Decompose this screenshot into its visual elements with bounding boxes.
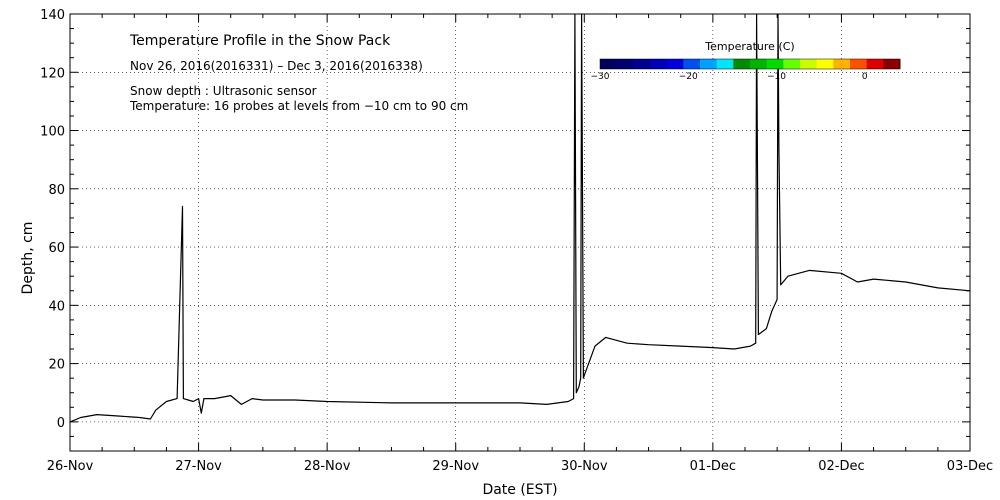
x-tick-label: 26-Nov [47, 459, 94, 474]
colorbar-cell [650, 59, 668, 69]
chart-subtitle: Nov 26, 2016(2016331) – Dec 3, 2016(2016… [130, 59, 423, 73]
colorbar-ticks: −30 −20 −10 0 [591, 72, 868, 82]
colorbar-label: Temperature (C) [704, 40, 794, 53]
colorbar-cell [750, 59, 768, 69]
colorbar-cell [833, 59, 851, 69]
y-tick-label: 60 [48, 241, 65, 256]
colorbar-cell [600, 59, 618, 69]
colorbar-cell [716, 59, 734, 69]
colorbar-cell [616, 59, 634, 69]
chart-title: Temperature Profile in the Snow Pack [129, 33, 391, 49]
colorbar-cell [700, 59, 718, 69]
axis-ticks [69, 13, 971, 452]
y-tick-label: 100 [40, 125, 65, 140]
colorbar-cell [633, 59, 651, 69]
colorbar-tick-label: −20 [679, 72, 698, 82]
x-tick-label: 01-Dec [690, 459, 736, 474]
plot-frame [69, 13, 971, 452]
y-tick-label: 20 [48, 358, 65, 373]
x-tick-label: 03-Dec [947, 459, 993, 474]
colorbar-tick-label: 0 [862, 72, 868, 82]
x-axis-label: Date (EST) [482, 482, 557, 498]
colorbar-cell [800, 59, 818, 69]
x-tick-label: 02-Dec [818, 459, 864, 474]
y-tick-label: 80 [48, 183, 65, 198]
x-tick-labels: 26-Nov 27-Nov 28-Nov 29-Nov 30-Nov 01-Dec 02-D… [47, 459, 994, 474]
colorbar-cell [850, 59, 868, 69]
note-snow-depth: Snow depth : Ultrasonic sensor [130, 84, 317, 98]
y-tick-label: 0 [57, 416, 65, 431]
series-layer [69, 13, 971, 423]
grid [70, 14, 970, 451]
x-tick-label: 29-Nov [432, 459, 479, 474]
colorbar-tick-label: −10 [767, 72, 786, 82]
y-tick-label: 120 [40, 66, 65, 81]
snow-depth-series-line [69, 13, 971, 423]
x-tick-label: 28-Nov [304, 459, 351, 474]
note-temperature: Temperature: 16 probes at levels from −1… [129, 99, 468, 113]
temperature-colorbar: Temperature (C) −30 −20 −10 0 [591, 40, 901, 82]
colorbar-tick-label: −30 [591, 72, 610, 82]
colorbar-frame [599, 58, 901, 70]
colorbar-cell [816, 59, 834, 69]
colorbar-cell [683, 59, 701, 69]
colorbar-cell [783, 59, 801, 69]
colorbar-cells [600, 59, 901, 69]
y-tick-label: 40 [48, 299, 65, 314]
y-axis-label: Depth, cm [20, 222, 36, 295]
colorbar-cell [866, 59, 884, 69]
y-tick-label: 140 [40, 8, 65, 23]
colorbar-cell [733, 59, 751, 69]
x-tick-label: 27-Nov [175, 459, 222, 474]
x-tick-label: 30-Nov [561, 459, 608, 474]
y-tick-labels: 0 20 40 60 80 100 120 140 [40, 8, 65, 431]
colorbar-cell [666, 59, 684, 69]
colorbar-cell [766, 59, 784, 69]
colorbar-cell [883, 59, 901, 69]
